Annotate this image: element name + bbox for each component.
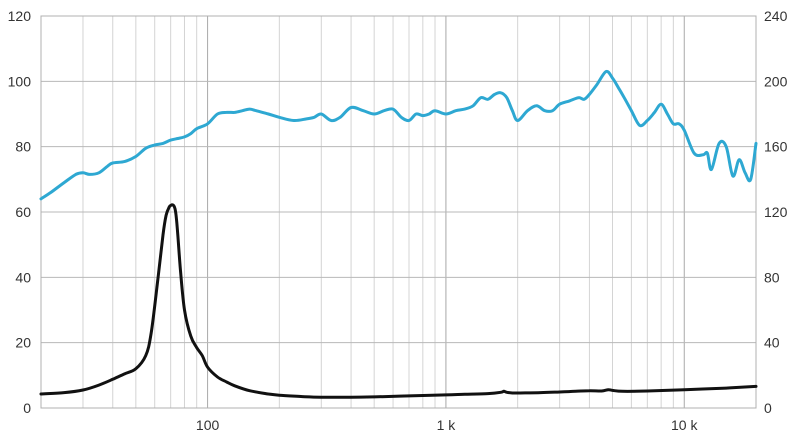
left-axis-tick-label: 60 (15, 204, 31, 220)
left-axis-tick-labels: 0 20 40 60 80 100 120 (8, 8, 32, 416)
right-axis-tick-label: 80 (764, 269, 780, 285)
right-axis-tick-label: 200 (764, 73, 788, 89)
x-axis-tick-label: 10 k (671, 417, 698, 433)
frequency-response-line (39, 69, 758, 201)
x-axis-tick-label: 100 (196, 417, 220, 433)
plot-frame (40, 15, 757, 409)
right-axis-tick-labels: 0 40 80 120 160 200 240 (764, 8, 788, 416)
right-axis-tick-label: 240 (764, 8, 788, 24)
right-axis-tick-label: 40 (764, 335, 780, 351)
right-axis-tick-label: 0 (764, 400, 772, 416)
left-axis-tick-label: 20 (15, 335, 31, 351)
left-axis-tick-label: 0 (23, 400, 31, 416)
left-axis-tick-label: 40 (15, 269, 31, 285)
left-axis-tick-label: 100 (8, 73, 32, 89)
left-axis-tick-label: 120 (8, 8, 32, 24)
right-axis-tick-label: 120 (764, 204, 788, 220)
left-axis-tick-label: 80 (15, 139, 31, 155)
x-axis-tick-label: 1 k (437, 417, 457, 433)
right-axis-tick-label: 160 (764, 139, 788, 155)
x-axis-tick-labels: 100 1 k 10 k (196, 417, 699, 433)
impedance-line (39, 203, 758, 399)
series-layer (39, 69, 758, 399)
